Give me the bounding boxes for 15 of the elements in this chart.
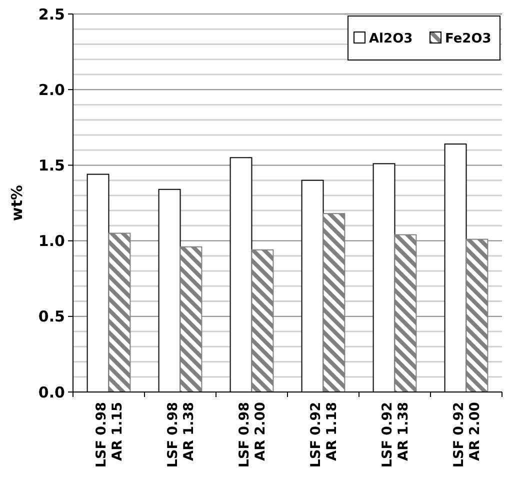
x-tick-label: LSF 0.98 AR 1.15 [93, 402, 126, 468]
y-tick-label: 1.5 [38, 156, 65, 174]
legend-label: Fe2O3 [445, 32, 492, 47]
y-tick-label: 2.0 [38, 80, 65, 99]
x-tick-label: LSF 0.92 AR 2.00 [450, 402, 483, 468]
y-tick-label: 2.5 [38, 5, 65, 24]
x-tick-label: LSF 0.92 AR 1.18 [308, 402, 340, 468]
x-tick-label: LSF 0.92 AR 1.38 [379, 402, 412, 468]
x-tick-label: LSF 0.98 AR 1.38 [164, 402, 197, 468]
legend-label: Al2O3 [369, 32, 413, 47]
y-tick-label: 0.0 [38, 383, 65, 402]
y-tick-label: 0.5 [38, 308, 65, 326]
y-tick-label: 1.0 [38, 232, 65, 250]
x-tick-label: LSF 0.98 AR 2.00 [236, 402, 268, 468]
y-axis-title: wt% [8, 184, 26, 222]
